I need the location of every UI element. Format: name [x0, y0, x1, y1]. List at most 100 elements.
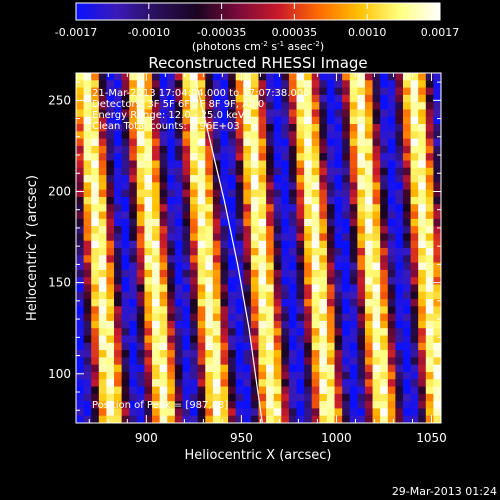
heatmap-cell [228, 364, 237, 373]
heatmap-cell [273, 364, 282, 373]
heatmap-cell [228, 284, 237, 293]
heatmap-cell [266, 153, 275, 162]
heatmap-cell [121, 204, 130, 213]
heatmap-cell [349, 386, 358, 395]
heatmap-cell [433, 80, 441, 89]
heatmap-cell [129, 73, 138, 81]
heatmap-cell [311, 313, 320, 322]
heatmap-cell [167, 364, 176, 373]
heatmap-cell [304, 175, 313, 183]
heatmap-cell [395, 80, 404, 89]
heatmap-cell [387, 401, 396, 410]
heatmap-cell [273, 109, 282, 118]
heatmap-cell [387, 226, 396, 235]
heatmap-cell [129, 196, 138, 205]
heatmap-cell [212, 386, 222, 395]
heatmap-cell [372, 277, 381, 286]
heatmap-cell [190, 371, 199, 380]
heatmap-cell [288, 379, 298, 388]
heatmap-cell [258, 226, 267, 235]
heatmap-cell [235, 299, 244, 307]
heatmap-cell [182, 335, 191, 344]
heatmap-cell [349, 233, 358, 242]
heatmap-cell [418, 109, 427, 118]
heatmap-cell [380, 415, 389, 423]
heatmap-cell [304, 160, 313, 169]
heatmap-cell [159, 284, 168, 293]
heatmap-cell [114, 284, 123, 293]
heatmap-cell [288, 240, 298, 249]
heatmap-cell [220, 145, 229, 154]
heatmap-cell [83, 87, 92, 96]
heatmap-cell [311, 167, 320, 176]
heatmap-cell [220, 240, 229, 249]
heatmap-cell [288, 255, 298, 264]
heatmap-cell [212, 233, 222, 242]
heatmap-cell [410, 131, 419, 140]
heatmap-cell [121, 313, 130, 322]
heatmap-cell [98, 240, 108, 249]
heatmap-cell [266, 240, 275, 249]
heatmap-cell [326, 306, 336, 315]
heatmap-cell [281, 262, 290, 271]
heatmap-cell [220, 306, 229, 315]
heatmap-cell [220, 94, 229, 103]
heatmap-cell [319, 401, 328, 410]
heatmap-cell [197, 393, 206, 402]
heatmap-cell [235, 248, 244, 256]
heatmap-cell [273, 196, 282, 205]
heatmap-cell [387, 182, 396, 191]
heatmap-cell [425, 124, 434, 132]
heatmap-cell [205, 226, 214, 235]
heatmap-cell [387, 350, 396, 358]
heatmap-cell [228, 196, 237, 205]
heatmap-cell [258, 313, 267, 322]
heatmap-cell [91, 386, 100, 395]
heatmap-cell [212, 379, 222, 388]
heatmap-cell [228, 401, 237, 410]
heatmap-cell [91, 401, 100, 410]
heatmap-cell [357, 320, 366, 329]
heatmap-cell [273, 80, 282, 89]
heatmap-cell [296, 262, 305, 271]
heatmap-cell [296, 328, 305, 337]
heatmap-cell [410, 262, 419, 271]
heatmap-cell [387, 138, 396, 147]
heatmap-cell [76, 320, 85, 329]
heatmap-cell [144, 313, 153, 322]
heatmap-cell [121, 80, 130, 89]
heatmap-cell [250, 262, 260, 271]
heatmap-cell [250, 371, 260, 380]
heatmap-cell [395, 182, 404, 191]
heatmap-cell [76, 277, 85, 286]
heatmap-cell [402, 284, 412, 293]
heatmap-cell [243, 379, 252, 388]
heatmap-cell [372, 401, 381, 410]
heatmap-cell [205, 175, 214, 183]
heatmap-cell [205, 204, 214, 213]
heatmap-cell [220, 233, 229, 242]
heatmap-cell [372, 284, 381, 293]
heatmap-cell [144, 364, 153, 373]
heatmap-cell [136, 189, 146, 198]
heatmap-cell [250, 175, 260, 183]
heatmap-cell [228, 306, 237, 315]
heatmap-cell [334, 320, 343, 329]
heatmap-cell [326, 284, 336, 293]
heatmap-cell [167, 320, 176, 329]
heatmap-cell [129, 357, 138, 366]
heatmap-cell [167, 73, 176, 81]
heatmap-cell [91, 73, 100, 81]
heatmap-cell [190, 233, 199, 242]
heatmap-cell [106, 350, 115, 358]
heatmap-cell [311, 80, 320, 89]
heatmap-cell [76, 328, 85, 337]
heatmap-cell [243, 328, 252, 337]
heatmap-cell [258, 153, 267, 162]
heatmap-cell [311, 160, 320, 169]
heatmap-cell [98, 371, 108, 380]
heatmap-cell [159, 196, 168, 205]
heatmap-cells [76, 73, 441, 423]
heatmap-cell [159, 124, 168, 132]
heatmap-cell [152, 102, 161, 111]
